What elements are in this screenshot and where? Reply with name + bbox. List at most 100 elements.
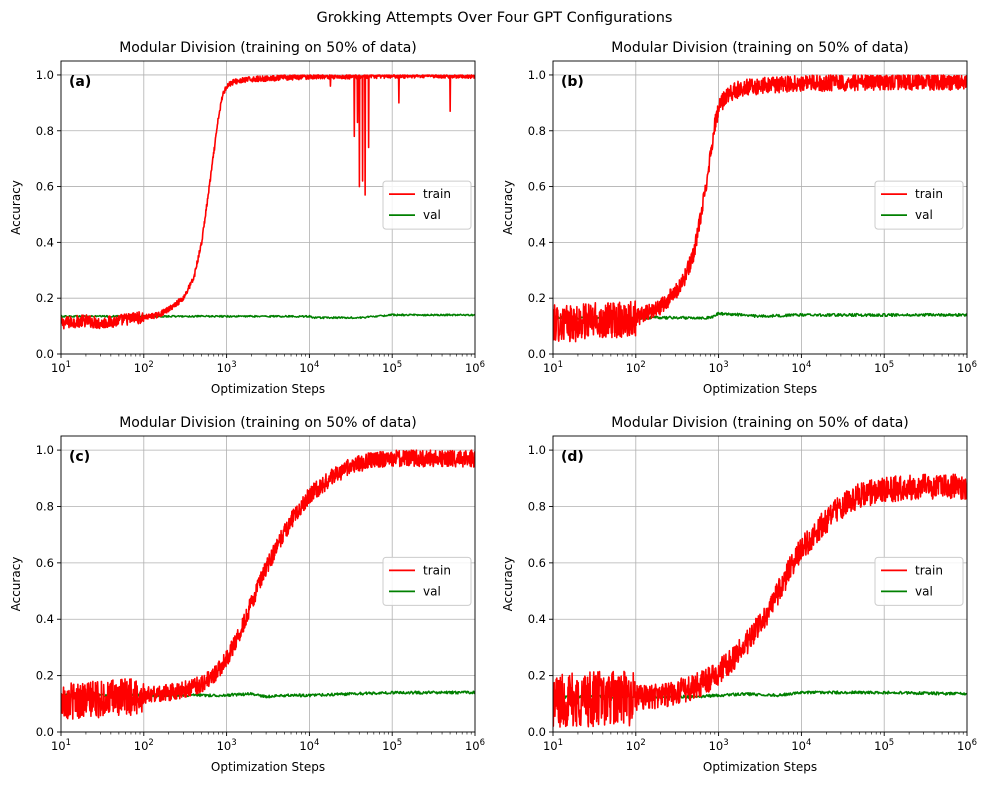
p2-x-tick-base: 10: [217, 739, 232, 753]
p0-legend-box: [382, 180, 472, 230]
p3-y-tick-label: 0.2: [528, 669, 546, 683]
p3-train-series-line: [553, 473, 967, 728]
p1-x-tick-base: 10: [709, 361, 724, 375]
p3-y-tick-label: 1.0: [528, 443, 546, 457]
p0-x-tick-label: 104: [299, 360, 319, 375]
p1-y-tick-label: 0.6: [528, 180, 546, 194]
p3-axes-frame: [552, 435, 968, 733]
p0-train-series-line: [61, 74, 475, 330]
p1-x-tick-label: 105: [874, 360, 894, 375]
panel-c: 101 102 103 104 105 1060.00.20.40.60.81.0Modu…: [9, 415, 485, 774]
p1-x-tick-base: 10: [543, 361, 558, 375]
p0-x-tick-label: 102: [134, 360, 154, 375]
p1-y-tick-label: 0.0: [528, 347, 546, 361]
p0-x-tick-base: 10: [465, 361, 480, 375]
p2-legend-train-label: train: [423, 563, 451, 577]
p1-x-axis-label: Optimization Steps: [703, 382, 817, 396]
p0-x-tick-exponent: 1: [66, 360, 71, 370]
p3-x-axis-label: Optimization Steps: [703, 760, 817, 774]
p1-x-tick-label: 104: [791, 360, 811, 375]
p2-x-tick-base: 10: [382, 739, 397, 753]
p0-panel-label: (a): [69, 74, 91, 90]
p3-y-tick-label: 0.0: [528, 725, 546, 739]
p3-y-tick-label: 0.8: [528, 499, 546, 513]
p2-x-tick-label: 105: [382, 738, 402, 753]
p0-y-tick-label: 0.4: [36, 235, 54, 249]
p2-x-tick-base: 10: [299, 739, 314, 753]
p3-x-tick-label: 101: [543, 738, 563, 753]
p0-x-tick-exponent: 6: [480, 360, 485, 370]
p2-x-tick-exponent: 1: [66, 738, 71, 748]
p3-x-tick-exponent: 3: [723, 738, 728, 748]
p0-axes-title: Modular Division (training on 50% of dat…: [119, 40, 417, 56]
p3-legend-box: [874, 556, 964, 606]
p1-y-tick-label: 0.4: [528, 235, 546, 249]
p3-x-tick-base: 10: [626, 739, 641, 753]
p1-x-tick-base: 10: [791, 361, 806, 375]
panel-b: 101 102 103 104 105 1060.00.20.40.60.81.0Modu…: [501, 40, 977, 396]
p3-y-axis-label: Accuracy: [501, 557, 515, 612]
p0-legend-val-label: val: [423, 208, 441, 222]
p0-y-axis-label: Accuracy: [9, 180, 23, 235]
p2-legend-box: [382, 556, 472, 606]
p0-x-tick-exponent: 3: [231, 360, 236, 370]
p3-legend-train-label: train: [915, 563, 943, 577]
p3-x-tick-base: 10: [709, 739, 724, 753]
p1-axes-frame: [552, 60, 968, 355]
p1-panel-label: (b): [561, 74, 584, 90]
p2-legend: train val: [382, 556, 472, 606]
p3-x-tick-base: 10: [874, 739, 889, 753]
p1-x-tick-exponent: 4: [806, 360, 811, 370]
p1-x-tick-exponent: 3: [723, 360, 728, 370]
p3-legend: train val: [874, 556, 964, 606]
p2-x-tick-base: 10: [465, 739, 480, 753]
p3-x-tick-label: 102: [626, 738, 646, 753]
p2-x-tick-base: 10: [134, 739, 149, 753]
p2-x-tick-exponent: 5: [397, 738, 402, 748]
p1-y-tick-label: 0.2: [528, 291, 546, 305]
p0-x-axis-label: Optimization Steps: [211, 382, 325, 396]
p0-x-tick-base: 10: [217, 361, 232, 375]
p0-legend-train-label: train: [423, 187, 451, 201]
p3-y-tick-label: 0.6: [528, 556, 546, 570]
p3-x-tick-label: 103: [709, 738, 729, 753]
p2-legend-val-label: val: [423, 584, 441, 598]
p1-legend-train-label: train: [915, 187, 943, 201]
p2-train-series-line: [61, 449, 475, 720]
p0-x-tick-exponent: 4: [314, 360, 319, 370]
panel-d: 101 102 103 104 105 1060.00.20.40.60.81.0Modu…: [501, 415, 977, 774]
p0-x-tick-exponent: 2: [148, 360, 153, 370]
p2-axes-frame: [60, 435, 476, 733]
p3-legend-val-label: val: [915, 584, 933, 598]
p1-legend: train val: [874, 180, 964, 230]
p0-x-tick-base: 10: [299, 361, 314, 375]
p2-y-tick-label: 0.6: [36, 556, 54, 570]
p1-x-tick-base: 10: [626, 361, 641, 375]
p2-x-tick-label: 104: [299, 738, 319, 753]
p1-x-tick-label: 101: [543, 360, 563, 375]
p2-y-tick-label: 1.0: [36, 443, 54, 457]
p2-x-tick-exponent: 4: [314, 738, 319, 748]
p1-x-tick-label: 106: [957, 360, 977, 375]
p1-x-tick-label: 102: [626, 360, 646, 375]
p0-y-tick-label: 0.2: [36, 291, 54, 305]
p3-x-tick-exponent: 2: [640, 738, 645, 748]
p3-x-tick-label: 104: [791, 738, 811, 753]
p2-y-tick-label: 0.2: [36, 669, 54, 683]
p0-x-tick-base: 10: [51, 361, 66, 375]
p1-legend-val-label: val: [915, 208, 933, 222]
p3-axes-title: Modular Division (training on 50% of dat…: [611, 415, 909, 431]
p3-x-tick-base: 10: [791, 739, 806, 753]
p1-x-tick-base: 10: [957, 361, 972, 375]
p0-x-tick-label: 101: [51, 360, 71, 375]
p2-panel-label: (c): [69, 449, 90, 465]
p2-x-axis-label: Optimization Steps: [211, 760, 325, 774]
p0-x-tick-label: 106: [465, 360, 485, 375]
p1-y-tick-label: 1.0: [528, 68, 546, 82]
p0-y-tick-label: 0.8: [36, 124, 54, 138]
p2-axes-title: Modular Division (training on 50% of dat…: [119, 415, 417, 431]
p3-panel-label: (d): [561, 449, 584, 465]
p0-axes-frame: [60, 60, 476, 355]
p2-x-tick-exponent: 2: [148, 738, 153, 748]
